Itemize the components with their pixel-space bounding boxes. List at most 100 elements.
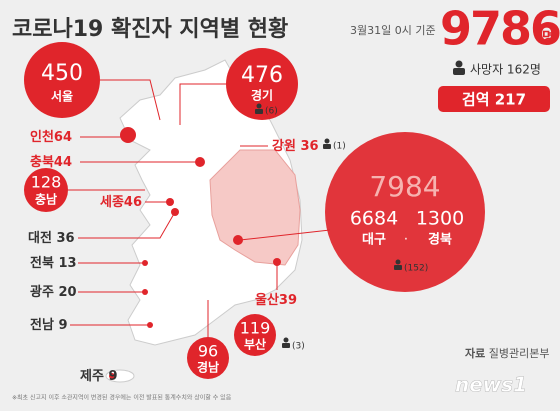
shape <box>233 235 243 245</box>
text-part: 세종 <box>100 195 124 210</box>
shape <box>255 109 263 114</box>
region-label: 대전 36 <box>28 230 75 246</box>
text-part: 44 <box>54 155 72 170</box>
region-deaths: (1) <box>333 142 346 152</box>
shape <box>455 60 463 68</box>
total-unit: 명 <box>542 29 555 46</box>
region-name: 경남 <box>197 360 219 375</box>
region-label: 전북 13 <box>30 255 77 271</box>
region-label: 광주 20 <box>30 285 77 300</box>
region-deaths: (6) <box>265 107 278 117</box>
seoul-bubble <box>24 42 100 118</box>
text-part: 전남 <box>30 317 54 333</box>
shape <box>283 337 289 343</box>
text-part: 39 <box>279 293 297 308</box>
region-count: 6684 <box>350 208 398 230</box>
region-label: 울산39 <box>255 292 297 308</box>
text-part: 36 <box>300 139 318 154</box>
gyeongnam-bubble <box>187 337 229 379</box>
shape <box>195 157 205 167</box>
lead <box>239 229 331 241</box>
region-label: 세종46 <box>100 195 142 210</box>
quarantine: 검역 217 <box>462 91 526 109</box>
shape <box>282 343 290 348</box>
date: 3월31일 0시 기준 <box>350 23 436 37</box>
total-cases: 9786 <box>440 2 560 56</box>
text-part: 20 <box>58 285 76 300</box>
text-part: 자료 <box>465 346 485 360</box>
text-part: 13 <box>58 256 76 271</box>
region-name: 대구 <box>362 233 386 248</box>
text-part: 9 <box>108 369 117 384</box>
busan-bubble <box>234 314 276 356</box>
shape <box>453 68 465 75</box>
daegu-gyeongbuk-bubble <box>325 132 485 292</box>
region-label: 전남 9 <box>30 317 68 333</box>
separator: · <box>404 233 408 248</box>
shape <box>147 322 153 328</box>
text-part: 대전 <box>28 230 52 246</box>
gyeonggi-bubble <box>226 48 298 120</box>
text-part: 46 <box>124 195 142 210</box>
region-count: 128 <box>31 173 62 192</box>
text-part: 울산 <box>255 292 279 308</box>
text-part: 전북 <box>30 255 54 271</box>
region-dots <box>109 127 281 379</box>
region-name: 부산 <box>244 337 266 352</box>
person-icon <box>453 60 465 75</box>
title: 코로나19 확진자 지역별 현황 <box>12 17 288 42</box>
person-icon <box>394 259 402 270</box>
shape <box>142 260 148 266</box>
text-part: 강원 <box>272 138 296 154</box>
text-part: 질병관리본부 <box>489 347 550 360</box>
region-label: 제주 9 <box>80 369 118 384</box>
shape <box>324 138 330 144</box>
region-count: 450 <box>41 61 83 86</box>
logo: news1 <box>455 373 527 397</box>
region-deaths: (3) <box>292 342 305 352</box>
lead <box>179 83 226 125</box>
lead <box>78 211 176 239</box>
region-name: 충남 <box>35 192 57 207</box>
text-part: 제주 <box>80 369 104 384</box>
text-part: 인천 <box>30 129 54 145</box>
shape <box>166 198 174 206</box>
region-deaths: (152) <box>404 264 428 274</box>
region-count: 1300 <box>416 208 464 230</box>
text-part: 9 <box>58 318 67 333</box>
text-part: 36 <box>56 231 74 246</box>
jeju-island <box>105 369 135 383</box>
region-name: 경기 <box>251 88 273 103</box>
region-label: 충북44 <box>30 154 72 170</box>
text-part: 광주 <box>30 285 54 300</box>
shape <box>394 265 402 270</box>
shape <box>273 258 281 266</box>
region-count: 96 <box>198 342 218 361</box>
text-part: 충북 <box>30 154 54 170</box>
chungnam-bubble <box>24 168 68 212</box>
shape <box>109 373 115 379</box>
person-icon <box>282 337 290 348</box>
footnote: ※최초 신고지 이후 소관지역이 변경된 경우에는 이전 발표된 통계수치와 상… <box>12 394 232 402</box>
shape <box>120 127 136 143</box>
shape <box>171 208 179 216</box>
region-name: 서울 <box>51 89 73 104</box>
dg-total: 7984 <box>369 170 440 203</box>
shape <box>256 103 262 109</box>
region-count: 119 <box>240 319 271 338</box>
source: 자료 질병관리본부 <box>465 346 549 360</box>
shape <box>323 144 331 149</box>
shape <box>395 259 401 265</box>
shape <box>142 289 148 295</box>
region-count: 476 <box>241 63 283 88</box>
deaths: 사망자 162명 <box>470 63 541 77</box>
region-label: 강원 36 <box>272 138 319 154</box>
quarantine-box <box>438 86 550 112</box>
region-name: 경북 <box>428 232 452 248</box>
lead <box>100 79 161 121</box>
text-part: 64 <box>54 130 72 145</box>
person-icon <box>323 138 331 149</box>
person-icon <box>255 103 263 114</box>
region-label: 인천64 <box>30 129 72 145</box>
